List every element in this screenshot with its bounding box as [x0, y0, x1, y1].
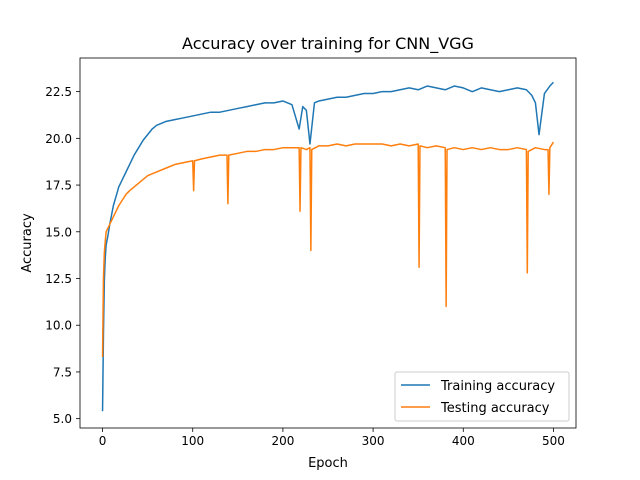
plot-area [79, 57, 577, 429]
x-tick-label: 100 [181, 434, 204, 448]
x-axis-ticks: 0 100 200 300 400 500 [99, 428, 565, 448]
plot-frame [79, 57, 577, 429]
series-line-training [101, 81, 554, 412]
y-tick-label: 15.0 [45, 225, 72, 239]
y-tick-label: 20.0 [45, 132, 72, 146]
chart-title: Accuracy over training for CNN_VGG [182, 34, 474, 54]
y-tick-label: 10.0 [45, 319, 72, 333]
y-tick-label: 22.5 [45, 85, 72, 99]
x-tick-label: 300 [362, 434, 385, 448]
series-layer [101, 81, 555, 412]
legend-box [394, 371, 570, 422]
y-axis-ticks: 5.0 7.5 10.0 12.5 15.0 17.5 20.0 22.5 [45, 85, 80, 426]
x-tick-label: 500 [542, 434, 565, 448]
legend: Training accuracy Testing accuracy [394, 371, 570, 422]
x-tick-label: 200 [271, 434, 294, 448]
legend-label-testing: Testing accuracy [440, 401, 550, 416]
y-tick-label: 5.0 [53, 412, 72, 426]
legend-label-training: Training accuracy [440, 379, 555, 394]
y-tick-label: 7.5 [53, 365, 72, 379]
x-tick-label: 0 [99, 434, 107, 448]
x-tick-label: 400 [452, 434, 475, 448]
y-tick-label: 12.5 [45, 272, 72, 286]
y-axis-label: Accuracy [20, 213, 35, 273]
x-axis-label: Epoch [308, 456, 348, 471]
series-line-testing [101, 141, 555, 357]
y-tick-label: 17.5 [45, 179, 72, 193]
